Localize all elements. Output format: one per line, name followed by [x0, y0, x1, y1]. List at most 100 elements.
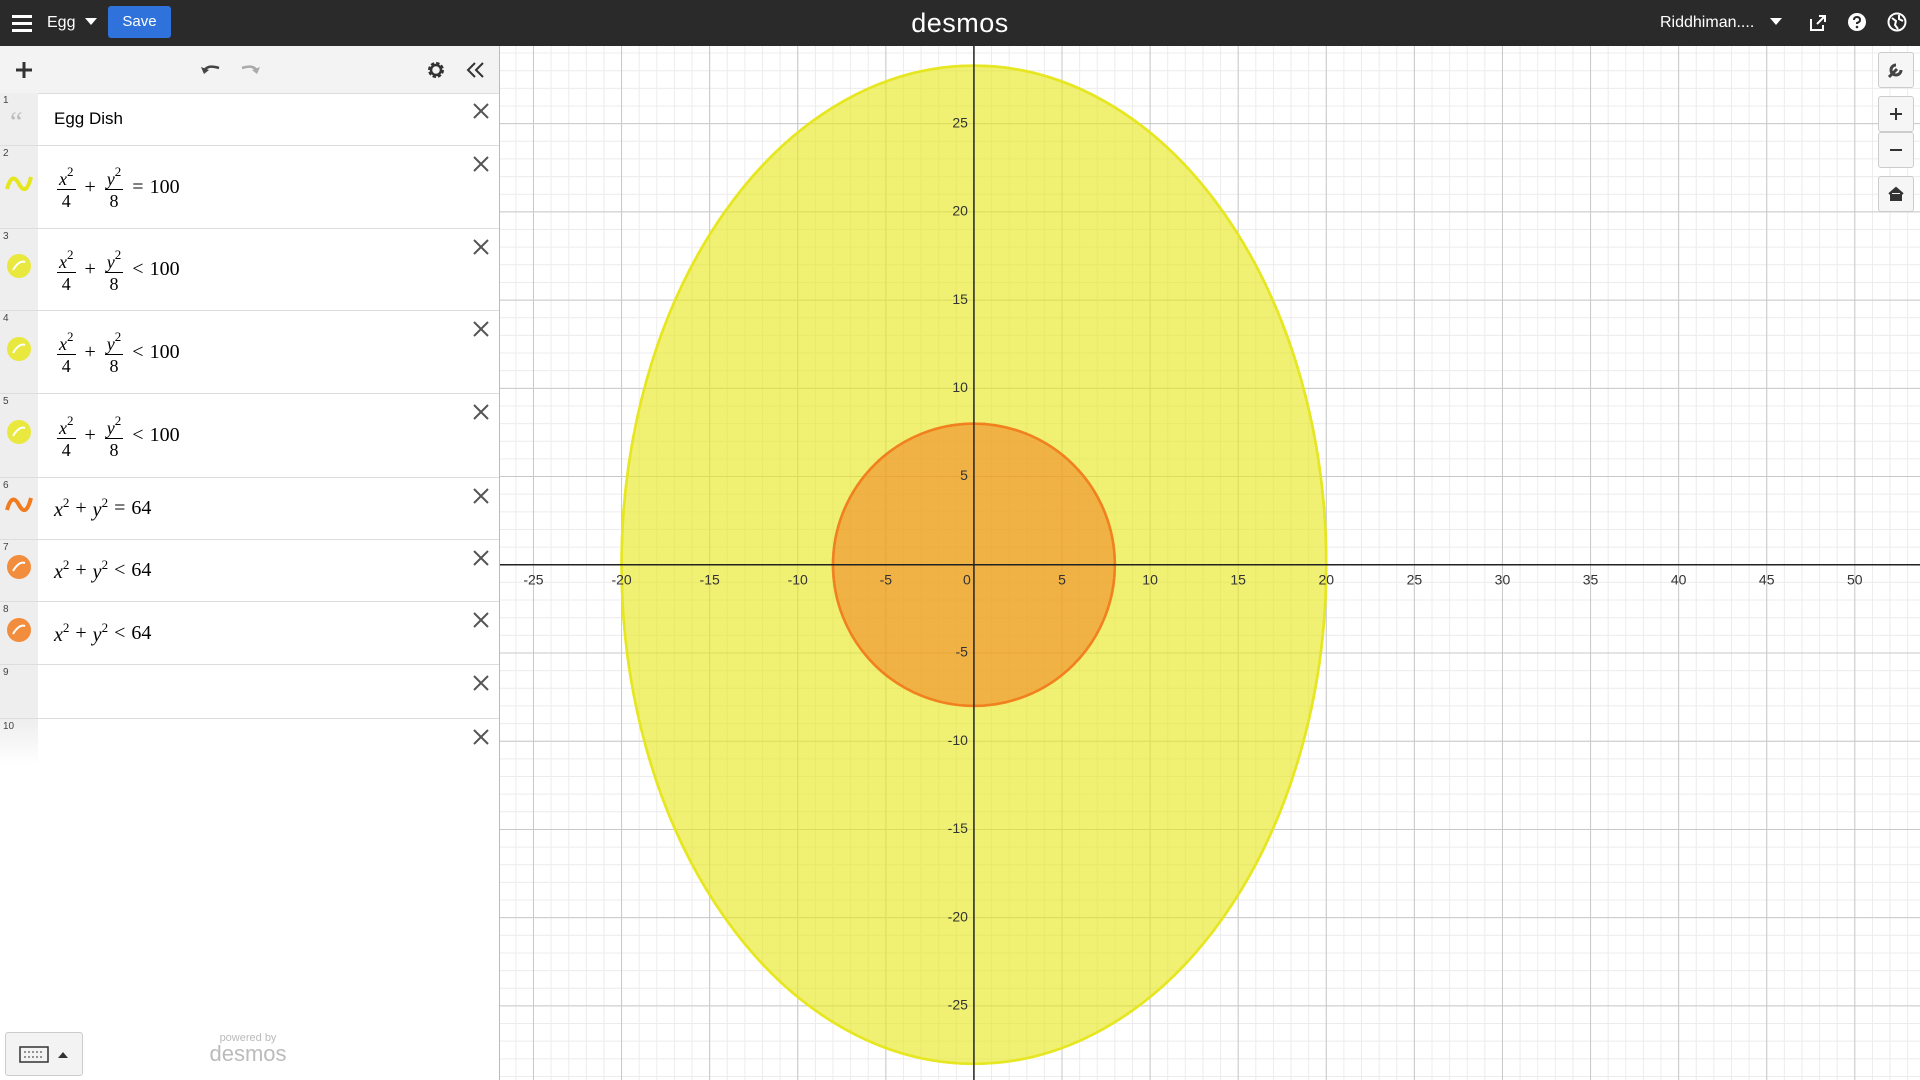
color-icon — [7, 420, 31, 444]
numerator: y2 — [104, 162, 124, 190]
row-gutter: 8 — [0, 602, 38, 664]
redo-button[interactable] — [239, 60, 261, 78]
numerator: y2 — [93, 557, 108, 584]
math-expression[interactable]: x2 + y2 = 64 — [54, 478, 151, 539]
denominator: 8 — [109, 356, 119, 376]
plus-sign: + — [84, 340, 96, 363]
fraction: y2 8 — [104, 245, 124, 295]
add-button[interactable] — [14, 60, 34, 80]
math-expression[interactable]: x2 4 + y2 8 <100 — [54, 394, 180, 477]
row-gutter: 7 — [0, 540, 38, 601]
denominator: 4 — [61, 356, 71, 376]
exponent: 2 — [114, 246, 122, 262]
numerator: y2 — [104, 411, 124, 439]
row-index: 5 — [3, 396, 9, 407]
plus-sign: + — [84, 175, 96, 198]
delete-icon — [473, 404, 489, 420]
toolbar — [0, 46, 499, 94]
delete-button[interactable] — [471, 319, 491, 339]
expression-row: 7 x2 + y2 <64 — [0, 540, 499, 602]
row-gutter: 3 — [0, 229, 38, 310]
y-tick-label: -15 — [948, 820, 968, 836]
collapse-button[interactable] — [466, 61, 486, 79]
undo-button[interactable] — [200, 60, 222, 78]
math-expression[interactable]: x2 + y2 <64 — [54, 540, 151, 601]
save-button[interactable]: Save — [108, 6, 171, 38]
row-index: 9 — [3, 667, 9, 678]
delete-button[interactable] — [471, 154, 491, 174]
numerator: x2 — [54, 557, 69, 584]
expression-row: 4 x2 4 + y2 8 <100 — [0, 311, 499, 394]
color-icon — [7, 555, 31, 579]
plus-sign: + — [75, 497, 87, 519]
math-expression[interactable]: x2 4 + y2 8 <100 — [54, 229, 180, 310]
delete-button[interactable] — [471, 548, 491, 568]
exponent: 2 — [101, 495, 109, 510]
home-icon — [1888, 186, 1904, 201]
graph-title[interactable]: Egg — [47, 14, 76, 31]
color-icon — [7, 336, 31, 361]
user-dropdown[interactable] — [1770, 18, 1782, 26]
title-dropdown[interactable] — [85, 18, 97, 26]
row-index: 10 — [3, 721, 15, 732]
y-tick-label: -20 — [948, 908, 968, 924]
row-index: 2 — [3, 148, 9, 159]
math-expression[interactable]: x2 + y2 <64 — [54, 602, 151, 664]
variable: x — [59, 251, 67, 272]
zoom-out-button[interactable] — [1878, 132, 1914, 168]
help-icon[interactable] — [1847, 12, 1867, 32]
expression-row: 9 — [0, 665, 499, 719]
delete-button[interactable] — [471, 486, 491, 506]
math-expression[interactable]: x2 4 + y2 8 = 100 — [54, 146, 180, 228]
expression-row: 2 x2 4 + y2 8 = 100 — [0, 146, 499, 229]
expression-panel: 1 “Egg Dish 2 x2 4 + y2 8 = 100 3 x2 4 + y2 8 <100 4 x2 4 + y… — [0, 46, 500, 1080]
variable: y — [106, 251, 115, 272]
variable: y — [92, 623, 102, 646]
delete-button[interactable] — [471, 101, 491, 121]
x-tick-label: 35 — [1583, 571, 1599, 587]
settings-button[interactable] — [426, 60, 446, 80]
delete-button[interactable] — [471, 610, 491, 630]
delete-icon — [473, 103, 489, 119]
delete-button[interactable] — [471, 727, 491, 747]
desmos-logo: desmos — [911, 8, 1009, 38]
fraction: y2 8 — [104, 327, 124, 377]
home-button[interactable] — [1878, 176, 1914, 212]
language-icon[interactable] — [1887, 12, 1907, 32]
x-tick-label: 0 — [963, 571, 971, 587]
relation: = — [114, 497, 126, 519]
relation: < — [114, 559, 126, 581]
expression-row: 5 x2 4 + y2 8 <100 — [0, 394, 499, 478]
delete-icon — [473, 239, 489, 255]
row-gutter: 9 — [0, 665, 38, 718]
numerator: y2 — [104, 327, 124, 355]
graph-settings-button[interactable] — [1878, 52, 1914, 88]
row-index: 3 — [3, 231, 9, 242]
exponent: 2 — [114, 412, 122, 428]
row-gutter: 1 “ — [0, 93, 38, 145]
exponent: 2 — [67, 246, 74, 262]
menu-icon[interactable] — [12, 14, 32, 32]
relation: < — [132, 258, 144, 280]
keyboard-button[interactable] — [5, 1032, 83, 1076]
fraction: x2 4 — [57, 245, 76, 295]
user-name[interactable]: Riddhiman.... — [1660, 14, 1755, 31]
delete-button[interactable] — [471, 673, 491, 693]
math-expression[interactable]: x2 4 + y2 8 <100 — [54, 311, 180, 393]
delete-icon — [473, 156, 489, 172]
y-tick-label: -10 — [948, 732, 968, 748]
graph-paper[interactable]: -25 -20 -15 -10 -5 0 5 10 15 20 25 30 35 40 45 50 -25 -20… — [500, 46, 1920, 1080]
exponent: 2 — [67, 329, 74, 344]
zoom-in-button[interactable] — [1878, 96, 1914, 132]
delete-button[interactable] — [471, 237, 491, 257]
row-index: 4 — [3, 313, 9, 324]
variable: x — [54, 623, 63, 646]
delete-button[interactable] — [471, 402, 491, 422]
rhs: 64 — [131, 559, 152, 581]
fill-icon-mark — [12, 561, 26, 572]
share-icon[interactable] — [1808, 13, 1828, 33]
variable: y — [92, 561, 102, 583]
row-gutter: 4 — [0, 311, 38, 393]
rhs: 64 — [131, 497, 152, 519]
